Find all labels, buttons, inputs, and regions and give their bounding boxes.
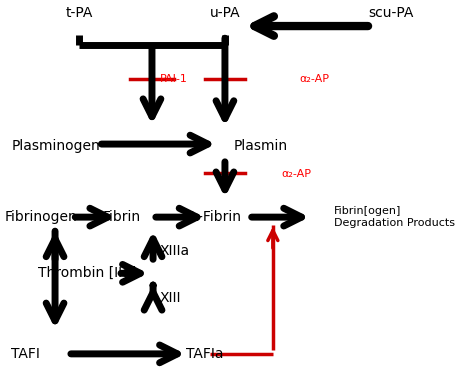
Text: PAI-1: PAI-1 <box>160 74 188 83</box>
Text: XL-Fibrin: XL-Fibrin <box>182 210 241 224</box>
Text: α₂-AP: α₂-AP <box>299 74 329 83</box>
Text: scu-PA: scu-PA <box>369 6 414 21</box>
Text: u-PA: u-PA <box>210 6 240 21</box>
Text: Fibrinogen: Fibrinogen <box>5 210 78 224</box>
Text: Fibrin: Fibrin <box>103 210 141 224</box>
Text: Thrombin [IIa]: Thrombin [IIa] <box>37 266 136 280</box>
Text: XIIIa: XIIIa <box>160 244 190 258</box>
Text: XIII: XIII <box>160 291 181 305</box>
Text: TAFI: TAFI <box>11 347 40 361</box>
Text: Plasmin: Plasmin <box>234 139 288 153</box>
Text: Fibrin[ogen]
Degradation Products: Fibrin[ogen] Degradation Products <box>334 207 455 228</box>
Text: TAFIa: TAFIa <box>186 347 223 361</box>
Text: Plasminogen: Plasminogen <box>11 139 100 153</box>
Text: α₂-AP: α₂-AP <box>282 169 311 179</box>
Text: t-PA: t-PA <box>65 6 93 21</box>
